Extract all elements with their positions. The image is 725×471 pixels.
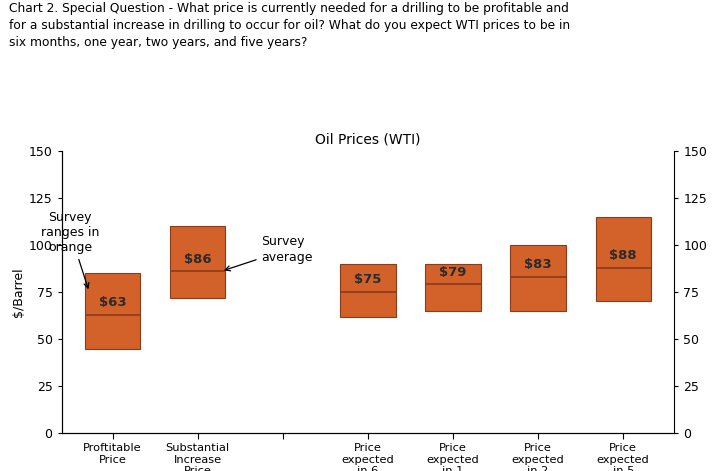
FancyBboxPatch shape [595, 217, 651, 301]
Text: $63: $63 [99, 296, 126, 309]
FancyBboxPatch shape [85, 273, 141, 349]
FancyBboxPatch shape [426, 264, 481, 311]
Y-axis label: $/Barrel: $/Barrel [12, 267, 25, 317]
FancyBboxPatch shape [510, 245, 566, 311]
Text: Survey
ranges in
orange: Survey ranges in orange [41, 211, 99, 288]
Text: $83: $83 [524, 258, 552, 271]
Title: Oil Prices (WTI): Oil Prices (WTI) [315, 133, 420, 147]
FancyBboxPatch shape [170, 226, 225, 298]
Text: $75: $75 [355, 273, 381, 286]
Text: Survey
average: Survey average [225, 236, 313, 271]
Text: $88: $88 [610, 249, 637, 262]
Text: $79: $79 [439, 266, 467, 279]
Text: $86: $86 [184, 252, 212, 266]
Text: Chart 2. Special Question - What price is currently needed for a drilling to be : Chart 2. Special Question - What price i… [9, 2, 571, 49]
FancyBboxPatch shape [340, 264, 396, 317]
